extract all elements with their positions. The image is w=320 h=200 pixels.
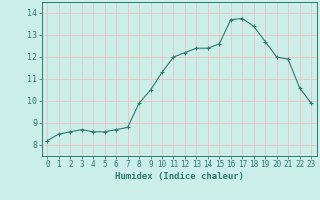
X-axis label: Humidex (Indice chaleur): Humidex (Indice chaleur) xyxy=(115,172,244,181)
